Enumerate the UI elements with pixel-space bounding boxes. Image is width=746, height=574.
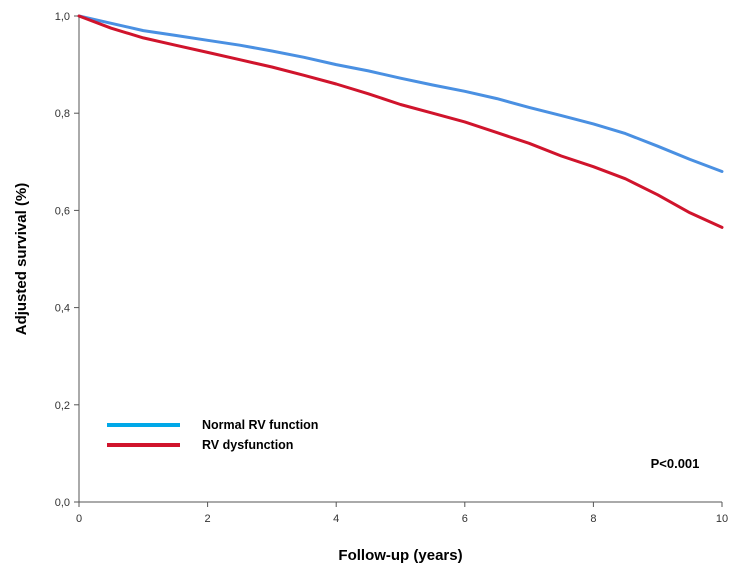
x-tick-label: 0 — [76, 513, 82, 525]
y-axis-ticks: 0,0 0,2 0,4 0,6 0,8 1,0 — [55, 11, 79, 509]
y-tick-label: 0,6 — [55, 205, 70, 217]
y-tick-label: 0,8 — [55, 108, 70, 120]
y-tick-label: 1,0 — [55, 11, 70, 23]
series-layer — [77, 14, 724, 229]
y-axis-title: Adjusted survival (%) — [13, 183, 30, 336]
legend-label-normal-rv: Normal RV function — [202, 418, 318, 432]
y-tick-label: 0,2 — [55, 400, 70, 412]
x-tick-label: 4 — [333, 513, 339, 525]
legend-label-rv-dysfunction: RV dysfunction — [202, 438, 293, 452]
legend: Normal RV function RV dysfunction — [107, 418, 318, 452]
x-axis-ticks: 0 2 4 6 8 10 — [76, 502, 728, 525]
chart-axes — [78, 16, 722, 503]
x-tick-label: 8 — [590, 513, 596, 525]
x-tick-label: 2 — [205, 513, 211, 525]
y-tick-label: 0,0 — [55, 497, 70, 509]
y-tick-label: 0,4 — [55, 303, 70, 315]
x-tick-label: 10 — [716, 513, 728, 525]
x-tick-label: 6 — [462, 513, 468, 525]
series-line-normal-rv — [77, 14, 724, 173]
x-axis-title: Follow-up (years) — [338, 547, 462, 564]
series-line-rv-dysfunction — [77, 14, 724, 229]
p-value-annotation: P<0.001 — [651, 456, 700, 471]
